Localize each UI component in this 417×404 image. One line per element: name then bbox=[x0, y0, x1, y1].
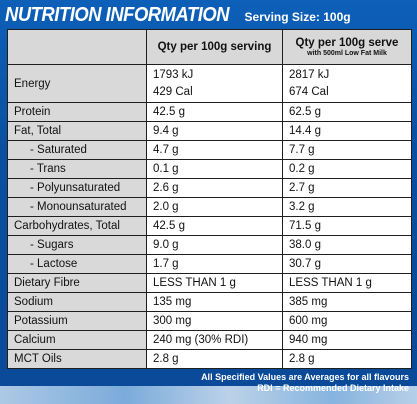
table-row: - Sugars 9.0 g 38.0 g bbox=[7, 235, 412, 255]
table-row: - Lactose 1.7 g 30.7 g bbox=[7, 254, 412, 274]
value-per-serving: 0.1 g bbox=[146, 159, 283, 179]
table-row: MCT Oils 2.8 g 2.8 g bbox=[7, 349, 412, 369]
row-label: - Lactose bbox=[7, 254, 147, 274]
serving-size: Serving Size: 100g bbox=[244, 10, 351, 24]
row-label: - Polyunsaturated bbox=[7, 178, 147, 198]
value-with-milk: 7.7 g bbox=[282, 140, 412, 160]
row-label: Carbohydrates, Total bbox=[7, 216, 147, 236]
table-row: - Saturated 4.7 g 7.7 g bbox=[7, 140, 412, 160]
energy-kj-value: 1793 kJ bbox=[153, 68, 194, 81]
decorative-band bbox=[0, 386, 417, 404]
table-row: Dietary Fibre LESS THAN 1 g LESS THAN 1 g bbox=[7, 273, 412, 293]
value-per-serving: 42.5 g bbox=[146, 216, 283, 236]
value-with-milk: LESS THAN 1 g bbox=[282, 273, 412, 293]
nutrition-table: Qty per 100g serving Qty per 100g serve … bbox=[7, 29, 412, 369]
value-with-milk: 600 mg bbox=[282, 311, 412, 331]
header-per-serving-label: Qty per 100g serving bbox=[157, 41, 272, 53]
value-with-milk: 62.5 g bbox=[282, 102, 412, 122]
row-label: - Trans bbox=[7, 159, 147, 179]
nutrition-title: NUTRITION INFORMATION bbox=[5, 4, 230, 26]
value-per-serving: 2.6 g bbox=[146, 178, 283, 198]
value-with-milk: 30.7 g bbox=[282, 254, 412, 274]
table-row: Protein 42.5 g 62.5 g bbox=[7, 102, 412, 122]
row-label: Sodium bbox=[7, 292, 147, 312]
header-with-milk-label: Qty per 100g serve bbox=[295, 37, 399, 49]
table-row: Sodium 135 mg 385 mg bbox=[7, 292, 412, 312]
header-per-serving: Qty per 100g serving bbox=[146, 29, 283, 65]
label-header: NUTRITION INFORMATION Serving Size: 100g bbox=[5, 4, 351, 28]
value-with-milk: 385 mg bbox=[282, 292, 412, 312]
value-per-serving: 42.5 g bbox=[146, 102, 283, 122]
value-per-serving: 135 mg bbox=[146, 292, 283, 312]
footnote-rdi: RDI = Recommended Dietary Intake bbox=[257, 383, 409, 393]
value-with-milk: 2.8 g bbox=[282, 349, 412, 369]
table-row: Fat, Total 9.4 g 14.4 g bbox=[7, 121, 412, 141]
value-with-milk: 3.2 g bbox=[282, 197, 412, 217]
value-per-serving: 2.8 g bbox=[146, 349, 283, 369]
value-per-serving: 300 mg bbox=[146, 311, 283, 331]
table-row: - Polyunsaturated 2.6 g 2.7 g bbox=[7, 178, 412, 198]
value-per-serving: 2.0 g bbox=[146, 197, 283, 217]
energy-per-serving: 1793 kJ 429 Cal bbox=[146, 64, 283, 103]
table-row: Calcium 240 mg (30% RDI) 940 mg bbox=[7, 330, 412, 350]
value-with-milk: 940 mg bbox=[282, 330, 412, 350]
table-row: Potassium 300 mg 600 mg bbox=[7, 311, 412, 331]
header-empty-cell bbox=[7, 29, 147, 65]
value-with-milk: 2.7 g bbox=[282, 178, 412, 198]
row-label: - Sugars bbox=[7, 235, 147, 255]
value-with-milk: 0.2 g bbox=[282, 159, 412, 179]
value-per-serving: 1.7 g bbox=[146, 254, 283, 274]
table-header-row: Qty per 100g serving Qty per 100g serve … bbox=[7, 29, 412, 65]
table-row: Carbohydrates, Total 42.5 g 71.5 g bbox=[7, 216, 412, 236]
energy-with-milk: 2817 kJ 674 Cal bbox=[282, 64, 412, 103]
value-per-serving: LESS THAN 1 g bbox=[146, 273, 283, 293]
value-per-serving: 9.0 g bbox=[146, 235, 283, 255]
value-with-milk: 71.5 g bbox=[282, 216, 412, 236]
row-label: Dietary Fibre bbox=[7, 273, 147, 293]
value-per-serving: 4.7 g bbox=[146, 140, 283, 160]
value-per-serving: 9.4 g bbox=[146, 121, 283, 141]
row-label: Potassium bbox=[7, 311, 147, 331]
value-per-serving: 240 mg (30% RDI) bbox=[146, 330, 283, 350]
nutrition-table-wrap: Qty per 100g serving Qty per 100g serve … bbox=[7, 29, 412, 369]
table-row-energy: Energy 1793 kJ 429 Cal 2817 kJ 674 Cal bbox=[7, 64, 412, 103]
energy-cal-value: 674 Cal bbox=[289, 85, 329, 98]
energy-cal-value: 429 Cal bbox=[153, 85, 193, 98]
value-with-milk: 38.0 g bbox=[282, 235, 412, 255]
header-with-milk-sublabel: with 500ml Low Fat Milk bbox=[307, 50, 387, 57]
footnotes: All Specified Values are Averages for al… bbox=[201, 372, 409, 394]
row-label: - Saturated bbox=[7, 140, 147, 160]
row-label: MCT Oils bbox=[7, 349, 147, 369]
row-label: - Monounsaturated bbox=[7, 197, 147, 217]
header-with-milk: Qty per 100g serve with 500ml Low Fat Mi… bbox=[282, 29, 412, 65]
footnote-averages: All Specified Values are Averages for al… bbox=[201, 372, 409, 382]
row-label: Fat, Total bbox=[7, 121, 147, 141]
table-row: - Trans 0.1 g 0.2 g bbox=[7, 159, 412, 179]
row-label: Protein bbox=[7, 102, 147, 122]
value-with-milk: 14.4 g bbox=[282, 121, 412, 141]
row-label: Energy bbox=[7, 64, 147, 103]
row-label: Calcium bbox=[7, 330, 147, 350]
table-row: - Monounsaturated 2.0 g 3.2 g bbox=[7, 197, 412, 217]
energy-kj-value: 2817 kJ bbox=[289, 68, 330, 81]
